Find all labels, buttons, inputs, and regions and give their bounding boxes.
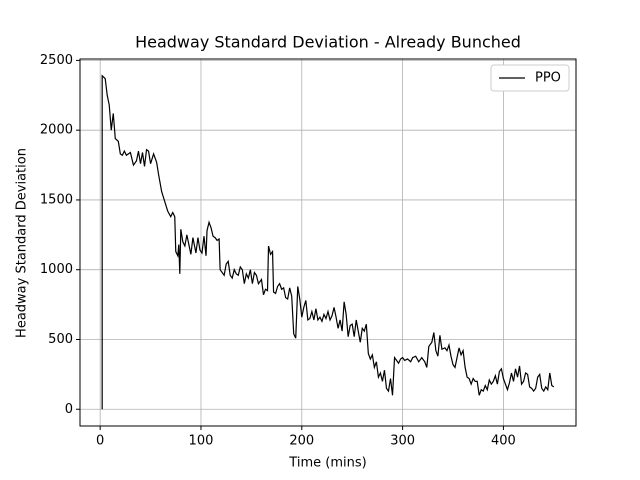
data-line bbox=[101, 74, 555, 410]
x-tick-label: 0 bbox=[96, 434, 104, 449]
x-tick-label: 200 bbox=[289, 434, 314, 449]
x-axis-label: Time (mins) bbox=[288, 456, 366, 471]
chart-title: Headway Standard Deviation - Already Bun… bbox=[135, 33, 521, 52]
x-tick-label: 300 bbox=[390, 434, 415, 449]
y-tick-label: 500 bbox=[48, 332, 73, 347]
y-tick-label: 2000 bbox=[40, 123, 73, 138]
legend-box bbox=[490, 64, 570, 92]
x-tick-label: 100 bbox=[189, 434, 214, 449]
legend-label: PPO bbox=[535, 71, 561, 86]
y-tick-label: 1500 bbox=[40, 192, 73, 207]
y-axis-label: Headway Standard Deviation bbox=[15, 148, 30, 338]
x-tick-label: 400 bbox=[491, 434, 516, 449]
y-tick-label: 0 bbox=[65, 402, 73, 417]
y-tick-label: 2500 bbox=[40, 53, 73, 68]
axes-frame bbox=[79, 58, 577, 427]
y-tick-label: 1000 bbox=[40, 262, 73, 277]
